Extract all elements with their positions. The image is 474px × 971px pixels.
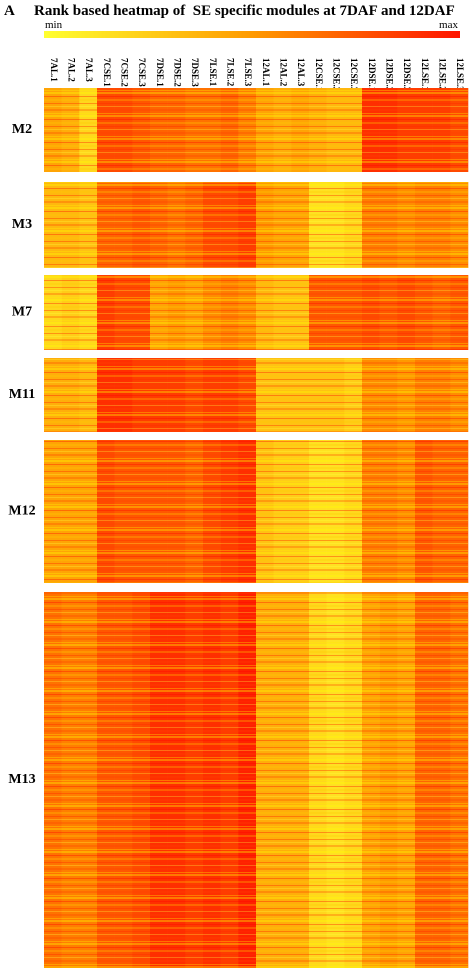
texture [44,358,468,432]
column-label: 12CSE.3 [349,58,359,92]
column-label: 12LSE.2 [437,58,447,91]
row-label: M11 [9,387,35,402]
column-label: 7AL.3 [84,58,94,82]
column-label: 7LSE.3 [243,58,253,87]
colorbar [44,31,460,38]
texture [44,182,468,268]
column-label: 12DSE.1 [367,58,377,92]
colorbar-label: max [439,19,458,31]
column-label: 12AL.1 [261,58,271,87]
column-label: 7LSE.2 [225,58,235,87]
colorbar-label: min [45,19,63,31]
row-label: M13 [8,772,35,787]
column-label: 7AL.1 [49,58,59,82]
column-label: 12DSE.3 [402,58,412,92]
column-label: 7CSE.2 [119,58,129,87]
column-label: 7LSE.1 [208,58,218,87]
row-label: M7 [12,305,32,320]
texture [44,592,468,968]
column-label: 12LSE.1 [420,58,430,91]
texture [44,275,468,350]
row-label: M12 [8,504,35,519]
column-label: 7AL.2 [66,58,76,82]
column-label: 12LSE.3 [455,58,465,91]
row-label: M2 [12,122,32,137]
texture [44,440,468,583]
panel-label: A [4,3,15,19]
column-label: 12AL.3 [296,58,306,87]
column-label: 12CSE.1 [314,58,324,92]
column-label: 7CSE.1 [102,58,112,87]
column-label: 12DSE.2 [384,58,394,92]
column-label: 7DSE.2 [172,58,182,87]
row-label: M3 [12,217,32,232]
texture [44,88,468,172]
column-label: 12AL.2 [278,58,288,87]
column-label: 12CSE.2 [331,58,341,92]
chart-title: Rank based heatmap of SE specific module… [34,3,455,19]
column-label: 7DSE.3 [190,58,200,87]
column-label: 7CSE.3 [137,58,147,87]
column-label: 7DSE.1 [155,58,165,87]
